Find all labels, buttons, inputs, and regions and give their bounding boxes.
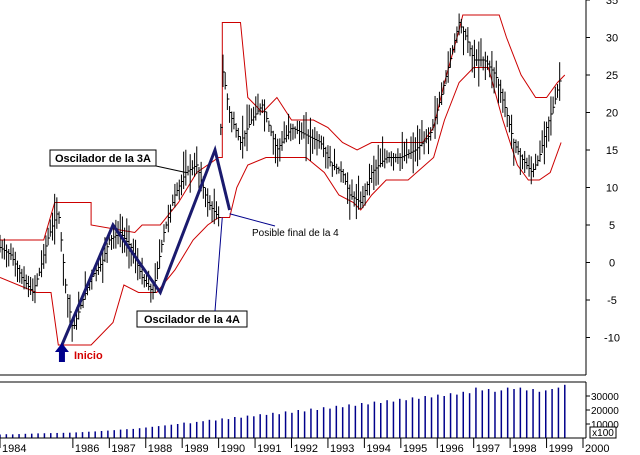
upper-band bbox=[0, 14, 566, 241]
x-tick-label: 1993 bbox=[330, 443, 354, 455]
price-bars bbox=[0, 13, 562, 342]
posible-final-leader bbox=[229, 213, 276, 227]
price-y-tick-label: -5 bbox=[607, 295, 617, 307]
lower-band-line bbox=[0, 67, 562, 346]
x-axis: 1984 1986 1987 1988 1989 1990 1991 1992 1993 1994… bbox=[0, 437, 609, 455]
osc-3a-label: Oscilador de la 3A bbox=[55, 153, 151, 165]
inicio-arrow-icon bbox=[54, 343, 69, 362]
price-y-ticks: 35 30 25 20 15 10 5 0 -5 -10 bbox=[586, 0, 620, 345]
unit-label: x100 bbox=[592, 428, 614, 439]
x-tick-label: 1990 bbox=[221, 443, 245, 455]
price-y-tick-label: 0 bbox=[609, 258, 615, 270]
x-tick-label: 1988 bbox=[148, 443, 172, 455]
x-tick-label: 1984 bbox=[2, 443, 26, 455]
osc-4a-box bbox=[136, 310, 248, 328]
price-y-tick-label: 20 bbox=[606, 108, 618, 120]
price-y-tick-label: 15 bbox=[606, 145, 618, 157]
x-ticks: 1984 1986 1987 1988 1989 1990 1991 1992 1993 1994… bbox=[0, 438, 609, 455]
volume-y-tick-label: 20000 bbox=[591, 406, 619, 417]
osc-3a-leader bbox=[155, 165, 186, 173]
x-tick-label: 1997 bbox=[476, 443, 500, 455]
upper-band-line bbox=[0, 14, 566, 241]
posible-final-label: Posible final de la 4 bbox=[252, 228, 339, 239]
x-tick-label: 1989 bbox=[184, 443, 208, 455]
price-y-tick-label: 35 bbox=[606, 0, 618, 7]
unit-box bbox=[589, 426, 617, 439]
x-tick-label: 1995 bbox=[403, 443, 427, 455]
zigzag-line bbox=[60, 144, 232, 346]
osc-4a-leader bbox=[214, 217, 223, 312]
osc-4a-label: Oscilador de la 4A bbox=[144, 314, 240, 326]
wave-zigzag bbox=[60, 144, 232, 346]
x-tick-label: 1992 bbox=[294, 443, 318, 455]
x-tick-label: 1999 bbox=[549, 443, 573, 455]
volume-bars bbox=[0, 384, 566, 438]
price-y-tick-label: 25 bbox=[606, 70, 618, 82]
price-y-tick-label: 10 bbox=[606, 183, 618, 195]
annotations: Oscilador de la 3A Oscilador de la 4A Posi… bbox=[49, 149, 339, 362]
x-tick-label: 2000 bbox=[585, 443, 609, 455]
x-tick-label: 1996 bbox=[439, 443, 463, 455]
x-tick-label: 1986 bbox=[75, 443, 99, 455]
price-y-tick-label: 5 bbox=[609, 220, 615, 232]
volume-y-tick-label: 30000 bbox=[591, 392, 619, 403]
inicio-label: Inicio bbox=[74, 350, 103, 362]
price-y-tick-label: 30 bbox=[606, 33, 618, 45]
x-tick-label: 1987 bbox=[111, 443, 135, 455]
price-y-tick-label: -10 bbox=[604, 333, 620, 345]
x-tick-label: 1994 bbox=[366, 443, 390, 455]
x-tick-label: 1998 bbox=[512, 443, 536, 455]
osc-3a-box bbox=[49, 149, 157, 167]
x-tick-label: 1991 bbox=[257, 443, 281, 455]
volume-y-tick-label: 10000 bbox=[591, 420, 619, 431]
lower-band bbox=[0, 67, 562, 346]
